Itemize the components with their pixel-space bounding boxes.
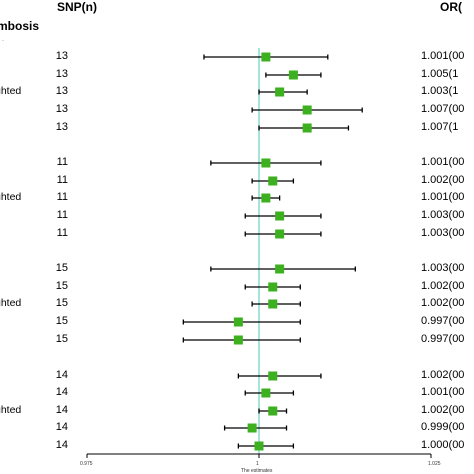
or-value: 1.001(00 bbox=[421, 156, 465, 168]
point-estimate bbox=[261, 193, 271, 203]
point-estimate bbox=[261, 388, 271, 398]
or-value: 0.997(00 bbox=[421, 333, 465, 345]
point-estimate bbox=[261, 158, 271, 168]
snp-count: 15 bbox=[55, 262, 68, 274]
snp-count: 11 bbox=[56, 174, 68, 186]
or-value: 1.003(00 bbox=[421, 227, 465, 239]
outcome-marker: · bbox=[2, 38, 4, 44]
snp-count: 14 bbox=[55, 439, 68, 451]
point-estimate bbox=[302, 105, 312, 115]
or-value: 1.002(00 bbox=[421, 404, 465, 416]
point-estimate bbox=[288, 70, 298, 80]
or-value: 1.007(00 bbox=[421, 103, 465, 115]
or-value: 1.002(00 bbox=[421, 174, 465, 186]
method-label: ghted bbox=[0, 191, 22, 203]
or-value: 1.001(00 bbox=[421, 191, 465, 203]
or-header: OR( bbox=[440, 0, 462, 14]
x-axis-title: The estimates bbox=[241, 468, 273, 474]
snp-count: 11 bbox=[56, 209, 68, 221]
point-estimate bbox=[247, 423, 257, 433]
point-estimate bbox=[275, 264, 285, 274]
or-value: 1.003(00 bbox=[421, 209, 465, 221]
point-estimate bbox=[268, 299, 278, 309]
point-estimate bbox=[275, 211, 285, 221]
or-value: 0.997(00 bbox=[421, 315, 465, 327]
point-estimate bbox=[233, 335, 243, 345]
method-label: ghted bbox=[0, 404, 22, 416]
snp-count: 14 bbox=[55, 386, 68, 398]
or-value: 1.001(00 bbox=[421, 50, 465, 62]
or-value: 1.002(00 bbox=[421, 297, 465, 309]
snp-count: 14 bbox=[55, 404, 68, 416]
snp-count: 13 bbox=[55, 68, 68, 80]
or-value: 0.999(00 bbox=[421, 421, 465, 433]
snp-count: 15 bbox=[55, 333, 68, 345]
or-value: 1.000(00 bbox=[421, 439, 465, 451]
x-tick-label-0: 0.975 bbox=[80, 461, 93, 467]
snp-count: 11 bbox=[56, 156, 68, 168]
snp-count: 13 bbox=[55, 85, 68, 97]
method-label: ghted bbox=[0, 297, 22, 309]
snp-count: 15 bbox=[55, 297, 68, 309]
point-estimate bbox=[302, 123, 312, 133]
snp-count: 14 bbox=[55, 421, 68, 433]
x-tick-label-2: 1.025 bbox=[428, 461, 441, 467]
snp-count: 11 bbox=[56, 191, 68, 203]
snp-count: 13 bbox=[55, 121, 68, 133]
snp-count: 13 bbox=[55, 50, 68, 62]
or-value: 1.003(1 bbox=[421, 85, 459, 97]
snp-count: 15 bbox=[55, 315, 68, 327]
or-value: 1.003(00 bbox=[421, 262, 465, 274]
point-estimate bbox=[268, 406, 278, 416]
snp-count: 13 bbox=[55, 103, 68, 115]
point-estimate bbox=[261, 52, 271, 62]
snp-count: 15 bbox=[55, 280, 68, 292]
x-tick-label-1: 1 bbox=[256, 461, 259, 467]
method-label: ghted bbox=[0, 85, 22, 97]
point-estimate bbox=[275, 229, 285, 239]
point-estimate bbox=[233, 317, 243, 327]
point-estimate bbox=[275, 87, 285, 97]
snp-count: 11 bbox=[56, 227, 68, 239]
or-value: 1.007(1 bbox=[421, 121, 459, 133]
outcome-label: mbosis bbox=[0, 19, 40, 33]
point-estimate bbox=[254, 441, 264, 451]
or-value: 1.002(00 bbox=[421, 369, 465, 381]
or-value: 1.002(00 bbox=[421, 280, 465, 292]
point-estimate bbox=[268, 282, 278, 292]
point-estimate bbox=[268, 176, 278, 186]
or-value: 1.005(1 bbox=[421, 68, 459, 80]
point-estimate bbox=[268, 371, 278, 381]
snp-count: 14 bbox=[55, 369, 68, 381]
or-value: 1.001(00 bbox=[421, 386, 465, 398]
snp-header: SNP(n) bbox=[57, 0, 97, 14]
